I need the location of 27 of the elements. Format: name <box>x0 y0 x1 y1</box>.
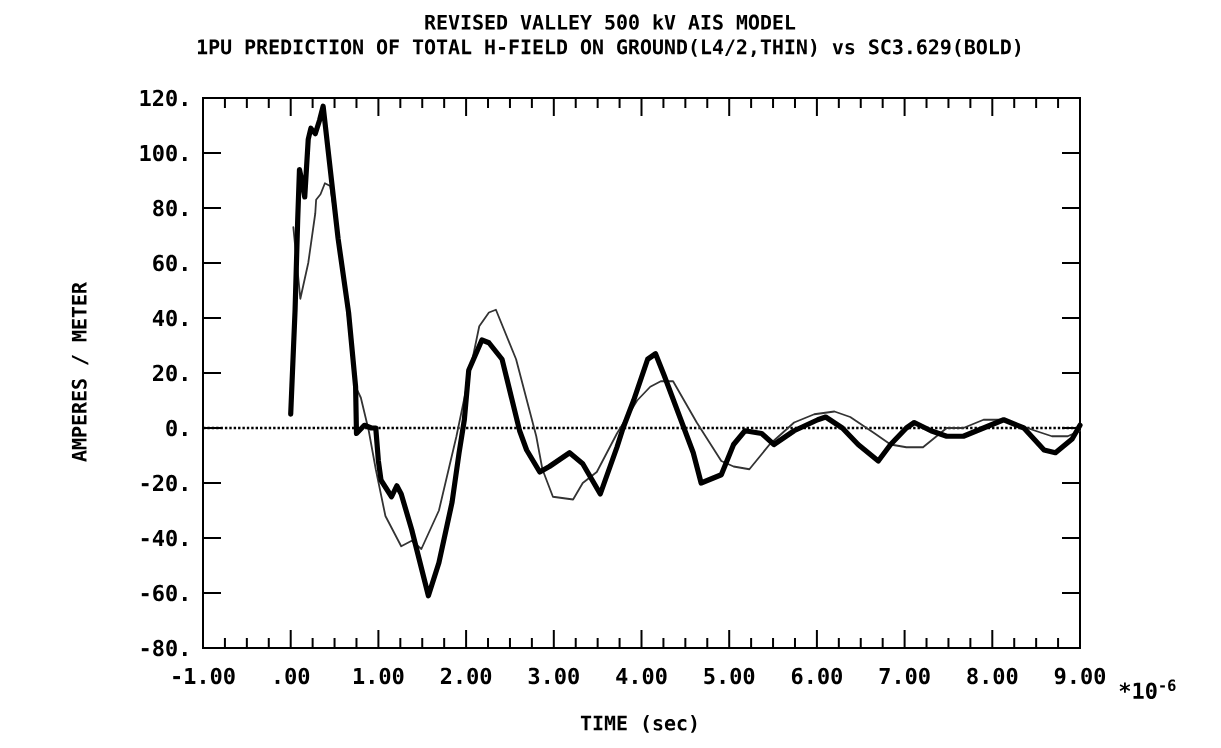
x-tick-label: 4.00 <box>616 667 667 685</box>
y-tick-label: -60. <box>141 584 187 602</box>
y-tick-label: 80. <box>153 199 187 217</box>
chart-title: REVISED VALLEY 500 kV AIS MODEL <box>425 14 796 30</box>
y-tick-label: 20. <box>152 364 187 382</box>
x-tick-label: 9.00 <box>1054 667 1106 685</box>
y-tick-label: -80. <box>141 639 187 657</box>
y-tick-label: -40. <box>141 529 187 547</box>
x-tick-label: .00 <box>275 667 310 685</box>
y-tick-label: 120. <box>140 89 187 107</box>
x-tick-label: 6.00 <box>791 667 842 685</box>
x-tick-label: -1.00 <box>173 667 235 685</box>
x-tick-label: 8.00 <box>967 667 1018 685</box>
x-axis-title: TIME (sec) <box>580 715 697 733</box>
chart-subtitle: 1PU PREDICTION OF TOTAL H-FIELD ON GROUND(L4/2,THIN) vs SC3.629(BOLD) <box>197 39 1021 57</box>
text: *10$^{-6}$ <box>1119 679 1176 700</box>
y-tick-label: 60. <box>153 254 187 272</box>
y-tick-label: 40. <box>152 309 187 327</box>
x-tick-label: 1.00 <box>354 667 404 685</box>
x-tick-label: 5.00 <box>704 667 755 685</box>
y-tick-label: -20. <box>141 474 187 492</box>
x-tick-label: 3.00 <box>528 667 579 685</box>
x-tick-label: 2.00 <box>440 667 492 685</box>
y-axis-title: AMPERES / METER <box>71 282 89 462</box>
x-tick-label: 7.00 <box>879 667 930 685</box>
y-tick-label: 100. <box>140 144 187 162</box>
y-tick-label: 0. <box>166 419 187 437</box>
